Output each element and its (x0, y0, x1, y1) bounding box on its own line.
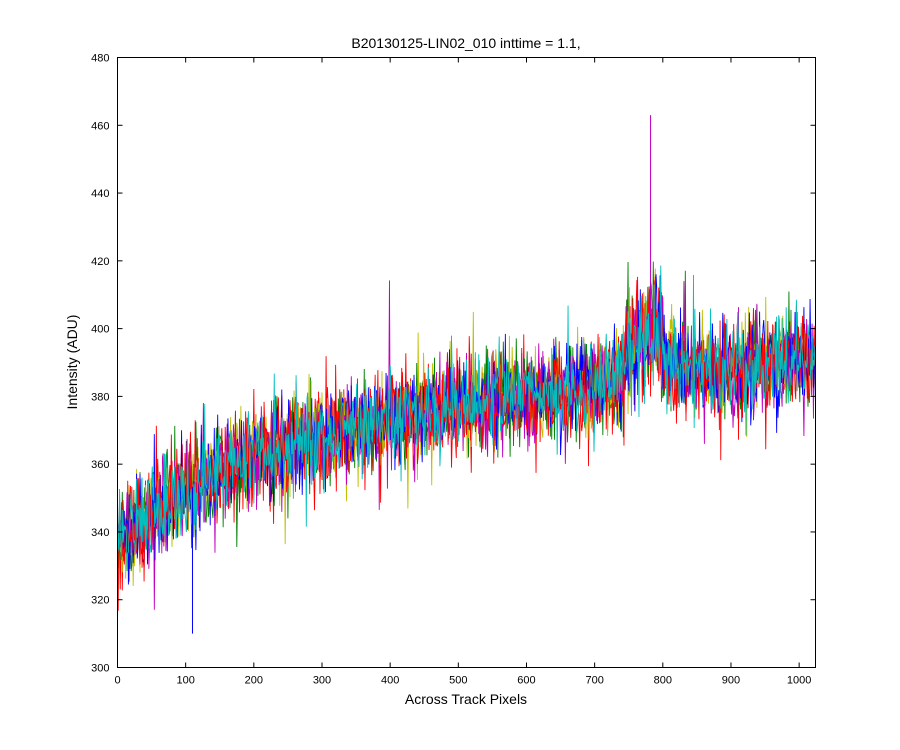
y-tick-label: 400 (91, 324, 109, 336)
y-axis-title: Intensity (ADU) (64, 315, 80, 410)
y-tick-label: 420 (91, 256, 109, 268)
y-tick-label: 340 (91, 527, 109, 539)
y-tick-label: 320 (91, 595, 109, 607)
series-layer (117, 115, 815, 634)
x-tick-label: 900 (722, 675, 740, 687)
x-tick-label: 500 (449, 675, 467, 687)
x-tick-label: 300 (313, 675, 331, 687)
x-tick-label: 200 (245, 675, 263, 687)
axes-box (117, 57, 816, 668)
y-axis-ticks: 300 320 340 360 380 400 420 440 460 480 (91, 53, 816, 675)
x-tick-label: 0 (114, 675, 120, 687)
y-tick-label: 480 (91, 53, 109, 65)
chart-title: B20130125-LIN02_010 inttime = 1.1, (351, 35, 580, 51)
y-tick-label: 440 (91, 188, 109, 200)
x-axis-ticks: 0 100 200 300 400 500 600 700 800 900 1000 (114, 57, 811, 687)
series-line-6 (117, 276, 815, 611)
y-tick-label: 460 (91, 120, 109, 132)
y-tick-label: 380 (91, 391, 109, 403)
x-tick-label: 400 (381, 675, 399, 687)
y-tick-label: 360 (91, 459, 109, 471)
x-tick-label: 600 (517, 675, 535, 687)
series-line-7 (117, 265, 815, 572)
x-tick-label: 800 (654, 675, 672, 687)
x-tick-label: 100 (176, 675, 194, 687)
x-tick-label: 1000 (787, 675, 811, 687)
x-axis-title: Across Track Pixels (405, 691, 527, 707)
y-tick-label: 300 (91, 663, 109, 675)
x-tick-label: 700 (585, 675, 603, 687)
